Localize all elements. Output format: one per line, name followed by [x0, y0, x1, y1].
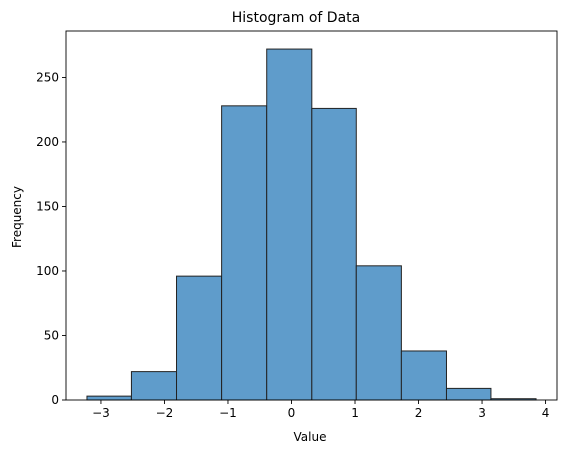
y-tick-label: 0	[51, 393, 59, 407]
histogram-bar-8	[445, 387, 492, 401]
histogram-bar-2	[176, 275, 223, 401]
x-tick-label: −3	[92, 406, 110, 420]
y-tick-label: 250	[36, 70, 59, 84]
histogram-bars	[86, 48, 537, 401]
histogram-bar-4	[266, 48, 313, 401]
histogram-bar-7	[400, 350, 447, 401]
x-tick-label: 4	[542, 406, 550, 420]
histogram-bar-3	[221, 105, 268, 401]
x-tick-label: 2	[415, 406, 423, 420]
y-tick-label: 50	[44, 328, 59, 342]
histogram-bar-0	[86, 395, 132, 401]
y-tick-label: 150	[36, 199, 59, 213]
x-tick-label: 3	[478, 406, 486, 420]
histogram-bar-6	[355, 265, 402, 401]
histogram-bar-1	[130, 371, 178, 401]
y-axis-ticks: 0 50 100 150 200 250	[36, 70, 66, 407]
y-tick-label: 200	[36, 135, 59, 149]
x-axis-ticks: −3 −2 −1 0 1 2 3 4	[92, 400, 549, 420]
y-tick-label: 100	[36, 264, 59, 278]
x-axis-label: Value	[294, 430, 327, 444]
x-tick-label: −2	[156, 406, 174, 420]
x-tick-label: 0	[288, 406, 296, 420]
x-tick-label: −1	[219, 406, 237, 420]
x-tick-label: 1	[351, 406, 359, 420]
plot-frame	[65, 30, 558, 401]
y-axis-label: Frequency	[10, 186, 24, 248]
histogram-bar-5	[311, 107, 357, 401]
chart-title: Histogram of Data	[232, 10, 360, 26]
